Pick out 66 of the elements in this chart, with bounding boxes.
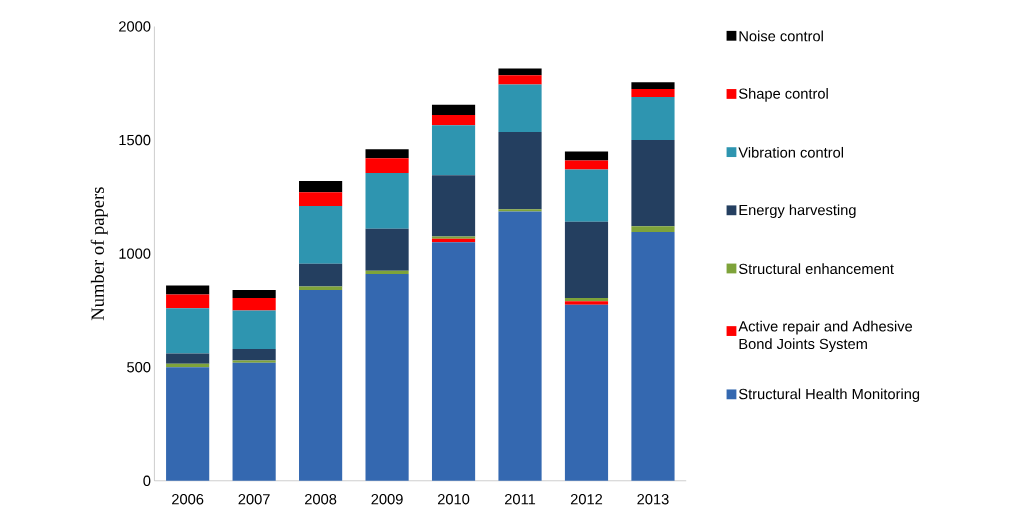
bar [498, 84, 542, 133]
bar [564, 160, 609, 170]
x-tick-label: 2011 [505, 494, 536, 505]
bar [498, 211, 542, 481]
y-tick-label: 1000 [119, 248, 151, 259]
bar [631, 140, 675, 227]
y-tick-label: 1500 [119, 134, 151, 146]
bar [431, 115, 476, 126]
x-tick-label: 2013 [637, 494, 669, 505]
x-tick-label: 2006 [172, 494, 204, 505]
bar [431, 175, 476, 237]
bar [365, 158, 409, 174]
bar [498, 75, 542, 85]
bar [564, 151, 609, 161]
bar [498, 209, 542, 212]
bar [365, 173, 409, 229]
legend-label: Active repair and Adhesive Bond Joints System [738, 320, 913, 353]
bar [564, 169, 609, 222]
bar [166, 308, 210, 354]
x-tick-label: 2008 [305, 494, 337, 505]
legend-label: Shape control [739, 88, 828, 102]
bar [431, 242, 476, 481]
y-tick-label: 0 [143, 475, 151, 486]
bar [365, 274, 409, 481]
bar [498, 68, 542, 76]
bar [232, 290, 276, 298]
bar [299, 192, 343, 206]
y-tick-label: 500 [127, 362, 151, 373]
x-tick-label: 2009 [371, 494, 403, 505]
bar [166, 353, 210, 364]
y-axis-title: Number of papers [90, 187, 108, 321]
bar [431, 125, 476, 176]
bar [232, 360, 276, 363]
legend-label: Noise control [739, 30, 823, 42]
x-tick-label: 2012 [570, 494, 603, 505]
bar [631, 88, 675, 97]
bar [431, 104, 476, 116]
bar [631, 226, 675, 233]
bar [498, 132, 542, 210]
bar [232, 297, 276, 311]
y-tick-label: 2000 [119, 21, 151, 32]
bar [232, 349, 276, 361]
bar [365, 228, 409, 271]
x-tick-label: 2010 [437, 494, 470, 505]
bar [166, 294, 210, 309]
bar [365, 270, 409, 275]
bar [564, 301, 609, 305]
bar [299, 263, 343, 287]
bar [631, 82, 675, 89]
legend-label: Structural Health Monitoring [739, 388, 920, 403]
bar [166, 285, 210, 295]
bar [232, 310, 276, 350]
bar [299, 205, 343, 264]
bar [365, 149, 409, 159]
bar [564, 221, 609, 298]
bar [299, 180, 343, 193]
bar [166, 367, 210, 481]
bar [232, 362, 276, 481]
legend-label: Vibration control [738, 146, 844, 158]
bar [299, 290, 343, 481]
bar [631, 232, 675, 481]
bar [564, 304, 609, 481]
legend-label: Structural enhancement [739, 263, 894, 275]
x-tick-label: 2007 [238, 494, 270, 505]
bar [631, 96, 675, 141]
legend-label: Energy harvesting [739, 204, 856, 219]
